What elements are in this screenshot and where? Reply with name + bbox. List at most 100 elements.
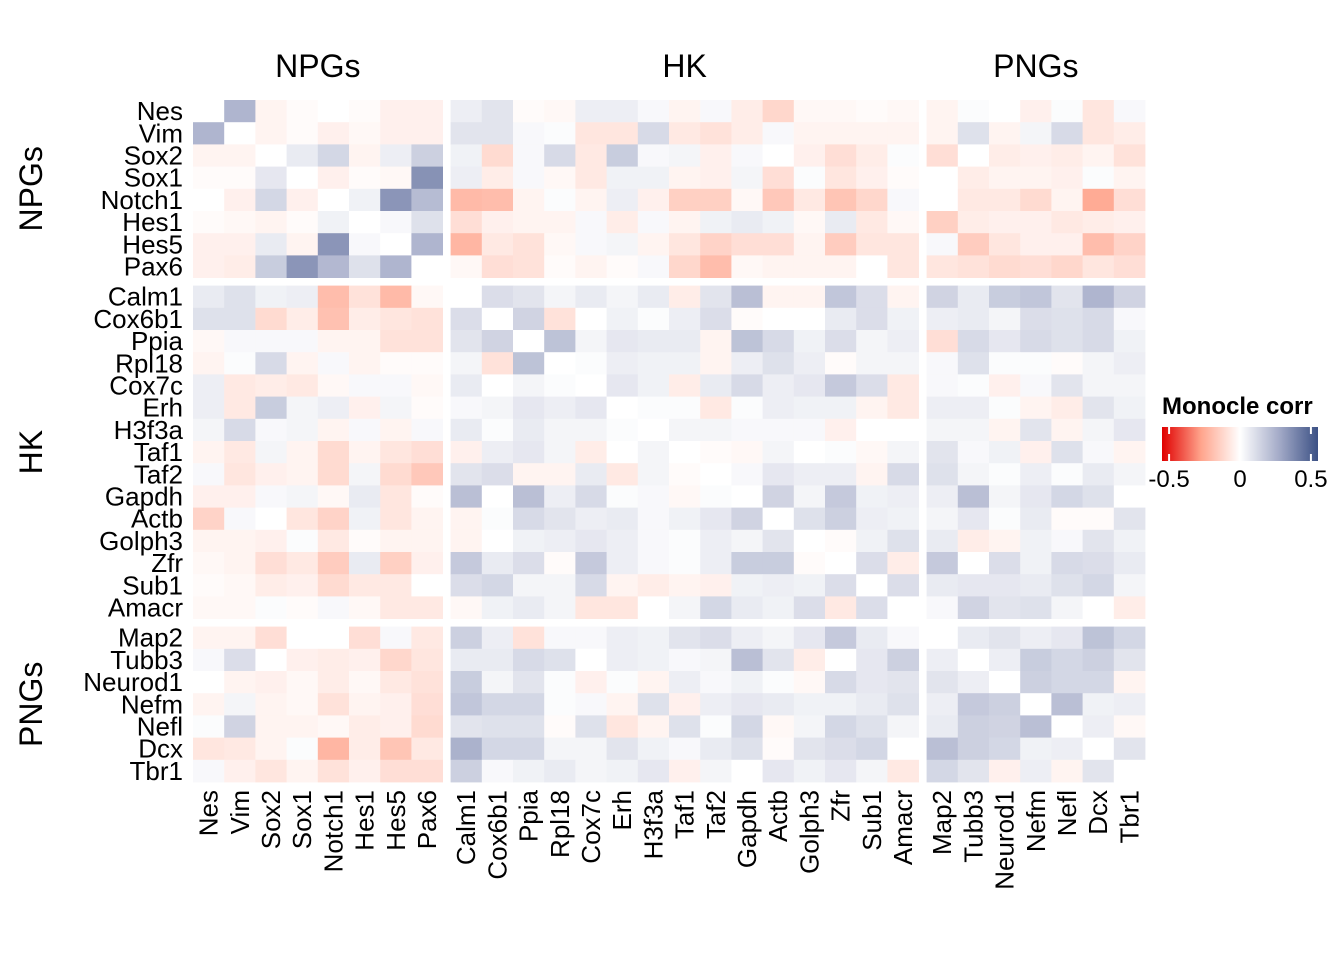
heatmap-cell-Hes5-Erh [606, 233, 639, 256]
heatmap-cell-Erh-Taf2 [700, 396, 732, 420]
heatmap-cell-Neurod1-Notch1 [317, 671, 350, 694]
heatmap-cell-Nes-Nefl [1051, 100, 1083, 123]
heatmap-cell-Golph3-Map2 [926, 529, 959, 553]
heatmap-cell-Nefm-Gapdh [731, 693, 763, 716]
heatmap-cell-Hes5-Vim [224, 233, 256, 256]
heatmap-cell-Sub1-Vim [224, 574, 256, 597]
heatmap-cell-Hes5-Sub1 [856, 233, 888, 256]
heatmap-cell-Notch1-Tbr1 [1113, 188, 1146, 212]
heatmap-cell-Amacr-Nefl [1051, 596, 1083, 619]
heatmap-cell-Nefm-Pax6 [411, 693, 443, 716]
heatmap-cell-Hes5-Nefl [1051, 233, 1083, 256]
heatmap-cell-Amacr-Neurod1 [989, 596, 1021, 619]
heatmap-cell-Nes-Vim [224, 100, 256, 123]
heatmap-cell-Sub1-Nes [193, 574, 225, 597]
heatmap-cell-Cox7c-Notch1 [317, 374, 350, 397]
col-label-Pax6: Pax6 [412, 790, 442, 849]
heatmap-cell-Cox7c-Taf1 [669, 374, 701, 397]
heatmap-cell-Golph3-Golph3 [793, 529, 826, 553]
heatmap-cell-Dcx-Calm1 [450, 737, 483, 761]
heatmap-cell-H3f3a-Sox1 [286, 418, 319, 442]
heatmap-cell-Tbr1-Dcx [1082, 759, 1115, 783]
heatmap-cell-Gapdh-Sub1 [856, 485, 888, 508]
heatmap-cell-Sox2-Nefl [1051, 144, 1083, 167]
heatmap-cell-Ppia-Erh [606, 330, 639, 353]
heatmap-cell-Vim-Nefm [1020, 122, 1052, 145]
heatmap-cell-Tbr1-Tbr1 [1113, 759, 1146, 783]
heatmap-cell-Tbr1-Nefl [1051, 759, 1083, 783]
row-label-Tbr1: Tbr1 [130, 756, 183, 786]
heatmap-cell-Cox7c-Amacr [887, 374, 919, 397]
heatmap-cell-Sox1-Map2 [926, 166, 959, 190]
heatmap-cell-Tubb3-Notch1 [317, 648, 350, 672]
heatmap-cell-Rpl18-Nefl [1051, 352, 1083, 375]
heatmap-cell-Tubb3-Zfr [825, 648, 857, 672]
heatmap-cell-Vim-Hes5 [380, 122, 412, 145]
heatmap-cell-Tubb3-Tbr1 [1113, 648, 1146, 672]
heatmap-cell-Pax6-Notch1 [317, 255, 350, 278]
heatmap-cell-Pax6-Dcx [1082, 255, 1115, 278]
heatmap-cell-Calm1-Cox7c [575, 285, 607, 309]
heatmap-cell-Amacr-Rpl18 [544, 596, 576, 619]
heatmap-cell-Nefl-Amacr [887, 715, 919, 738]
heatmap-cell-Ppia-Notch1 [317, 330, 350, 353]
heatmap-cell-Dcx-Taf1 [669, 737, 701, 761]
col-label-Actb: Actb [763, 790, 793, 842]
heatmap-cell-Golph3-Dcx [1082, 529, 1115, 553]
heatmap-cell-Cox6b1-Actb [762, 307, 795, 331]
heatmap-cell-Dcx-Vim [224, 737, 256, 761]
heatmap-cell-Tubb3-Vim [224, 648, 256, 672]
heatmap-cell-Sox1-Actb [762, 166, 795, 190]
heatmap-cell-Sox1-Erh [606, 166, 639, 190]
heatmap-cell-Golph3-Erh [606, 529, 639, 553]
heatmap-cell-Ppia-Dcx [1082, 330, 1115, 353]
heatmap-cell-Sox1-Rpl18 [544, 166, 576, 190]
col-label-Dcx: Dcx [1083, 790, 1113, 835]
heatmap-cell-H3f3a-Neurod1 [989, 418, 1021, 442]
heatmap-cell-Map2-Sox2 [255, 626, 287, 650]
heatmap-cell-Taf2-Cox7c [575, 463, 607, 486]
heatmap-cell-Notch1-Zfr [825, 188, 857, 212]
heatmap-cell-Actb-Map2 [926, 507, 959, 531]
heatmap-cell-Hes5-Cox6b1 [481, 233, 514, 256]
heatmap-cell-Nefl-Sub1 [856, 715, 888, 738]
heatmap-cell-Gapdh-Rpl18 [544, 485, 576, 508]
heatmap-cell-Cox7c-Erh [606, 374, 639, 397]
heatmap-cell-Hes1-Nefl [1051, 211, 1083, 234]
heatmap-cell-Taf2-Hes5 [380, 463, 412, 486]
heatmap-cell-Cox6b1-Dcx [1082, 307, 1115, 331]
heatmap-cell-Vim-Golph3 [793, 122, 826, 145]
heatmap-cell-Gapdh-Tbr1 [1113, 485, 1146, 508]
heatmap-cell-Taf1-Calm1 [450, 441, 483, 464]
heatmap-cell-Nefm-H3f3a [637, 693, 670, 716]
heatmap-cell-Cox6b1-Sub1 [856, 307, 888, 331]
heatmap-cell-Cox6b1-Hes5 [380, 307, 412, 331]
col-label-Cox6b1: Cox6b1 [482, 790, 512, 880]
heatmap-cell-Nefm-Zfr [825, 693, 857, 716]
heatmap-cell-Cox7c-Hes5 [380, 374, 412, 397]
heatmap-cell-Amacr-Cox6b1 [481, 596, 514, 619]
heatmap-cell-Map2-Sox1 [286, 626, 319, 650]
heatmap-cell-Sox1-Sub1 [856, 166, 888, 190]
heatmap-cell-Erh-Golph3 [793, 396, 826, 420]
heatmap-cell-Cox7c-Cox7c [575, 374, 607, 397]
heatmap-cell-Tbr1-Vim [224, 759, 256, 783]
heatmap-cell-Golph3-Zfr [825, 529, 857, 553]
heatmap-cell-Sox1-Notch1 [317, 166, 350, 190]
heatmap-cell-Taf1-Amacr [887, 441, 919, 464]
heatmap-cell-Notch1-Taf1 [669, 188, 701, 212]
heatmap-cell-Neurod1-Nefl [1051, 671, 1083, 694]
heatmap-cell-Gapdh-Nes [193, 485, 225, 508]
heatmap-cell-Tbr1-Tubb3 [957, 759, 990, 783]
heatmap-cell-Hes1-Sox2 [255, 211, 287, 234]
col-label-Golph3: Golph3 [794, 790, 824, 874]
heatmap-cell-Sox2-Actb [762, 144, 795, 167]
heatmap-cell-Sub1-Dcx [1082, 574, 1115, 597]
heatmap-cell-Rpl18-Dcx [1082, 352, 1115, 375]
heatmap-cell-Rpl18-Zfr [825, 352, 857, 375]
heatmap-cell-Notch1-Cox6b1 [481, 188, 514, 212]
heatmap-cell-Gapdh-Dcx [1082, 485, 1115, 508]
heatmap-cell-Nes-Cox7c [575, 100, 607, 123]
heatmap-cell-Erh-Taf1 [669, 396, 701, 420]
heatmap-cell-Nes-Actb [762, 100, 795, 123]
